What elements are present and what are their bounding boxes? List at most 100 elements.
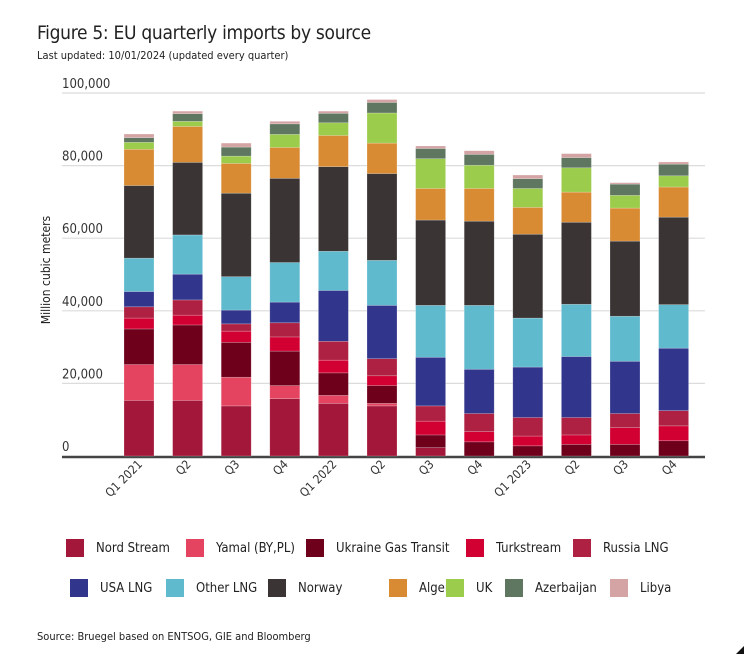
- bar-segment-usa-lng: [366, 305, 398, 360]
- bar-segment-algeria: [658, 186, 689, 218]
- y-tick-label: 100,000: [62, 77, 110, 92]
- bar-segment-libya: [318, 110, 349, 114]
- legend-swatch: [505, 579, 523, 597]
- bar-segment-russia-lng: [220, 323, 252, 332]
- bar-segment-algeria: [220, 163, 252, 194]
- bar-segment-usa-lng: [415, 356, 446, 407]
- bar-segment-nord-stream: [220, 405, 252, 457]
- bar-segment-turkstream: [366, 375, 398, 386]
- bar-segment-algeria: [318, 135, 349, 167]
- bar-segment-yamal-by-pl: [220, 376, 252, 407]
- bar-segment-other-lng: [269, 262, 301, 303]
- x-tick-label: Q4: [270, 457, 291, 478]
- bar-segment-russia-lng: [658, 410, 689, 427]
- resize-handle-icon[interactable]: [736, 646, 744, 654]
- bar-segment-norway: [415, 219, 446, 306]
- bar-segment-nord-stream: [172, 400, 203, 457]
- bar-segment-usa-lng: [318, 290, 349, 342]
- bar-segment-azerbaijan: [220, 146, 252, 157]
- bar-segment-azerbaijan: [512, 178, 544, 189]
- bar-segment-libya: [463, 150, 495, 155]
- bar-segment-norway: [658, 216, 689, 305]
- bar-segment-usa-lng: [658, 347, 689, 411]
- bar-segment-turkstream: [123, 317, 155, 330]
- bar-segment-russia-lng: [609, 413, 641, 428]
- legend-item-turkstream: Turkstream: [466, 538, 561, 558]
- bar-segment-azerbaijan: [463, 154, 495, 166]
- legend-label: Other LNG: [196, 580, 258, 596]
- legend-item-nord-stream: Nord Stream: [66, 538, 170, 558]
- bar-segment-algeria: [609, 207, 641, 242]
- bar-segment-ukraine-gas-transit: [561, 444, 592, 457]
- legend-item-azerbaijan: Azerbaijan: [505, 578, 597, 598]
- bar-segment-ukraine-gas-transit: [366, 385, 398, 404]
- bar-segment-other-lng: [220, 276, 252, 311]
- bar-segment-azerbaijan: [172, 113, 203, 122]
- legend-item-yamal-by-pl: Yamal (BY,PL): [186, 538, 295, 558]
- bar-segment-ukraine-gas-transit: [172, 324, 203, 365]
- bar-segment-azerbaijan: [318, 113, 349, 124]
- x-tick-label: Q4: [659, 457, 680, 478]
- bar-segment-ukraine-gas-transit: [415, 434, 446, 448]
- legend-label: Libya: [640, 580, 672, 596]
- y-tick-label: 40,000: [62, 295, 103, 310]
- x-tick-label: Q1 2023: [491, 457, 534, 500]
- bar-segment-azerbaijan: [609, 183, 641, 196]
- bar-segment-libya: [609, 182, 641, 185]
- bar-segment-ukraine-gas-transit: [123, 328, 155, 365]
- bar-segment-algeria: [269, 147, 301, 179]
- bar-segment-turkstream: [269, 336, 301, 352]
- x-tick-label: Q2: [367, 457, 388, 478]
- legend-label: Ukraine Gas Transit: [336, 540, 450, 556]
- bar-segment-libya: [269, 121, 301, 125]
- bar-segment-norway: [366, 173, 398, 261]
- bar-segment-libya: [561, 153, 592, 158]
- legend-swatch: [389, 579, 407, 597]
- bar-segment-nord-stream: [366, 405, 398, 457]
- bar-segment-uk: [123, 142, 155, 150]
- bar-segment-yamal-by-pl: [366, 403, 398, 407]
- bar-segment-usa-lng: [269, 301, 301, 324]
- bar-segment-russia-lng: [366, 358, 398, 377]
- bar-segment-russia-lng: [463, 413, 495, 432]
- bar-segment-algeria: [463, 188, 495, 222]
- bar-segment-uk: [658, 175, 689, 188]
- bar-segment-turkstream: [609, 427, 641, 445]
- x-tick-label: Q3: [222, 457, 243, 478]
- x-tick-label: Q1 2021: [103, 457, 146, 500]
- bar-segment-yamal-by-pl: [123, 364, 155, 401]
- bar-segment-uk: [609, 195, 641, 209]
- bar-segment-usa-lng: [123, 291, 155, 308]
- bar-segment-other-lng: [561, 303, 592, 357]
- bar-segment-uk: [415, 158, 446, 189]
- bar-segment-uk: [318, 122, 349, 136]
- y-axis-label: Million cubic meters: [39, 215, 53, 324]
- bar-segment-azerbaijan: [561, 157, 592, 169]
- x-tick-label: Q3: [416, 457, 437, 478]
- bar-segment-other-lng: [318, 250, 349, 291]
- legend-swatch: [70, 579, 88, 597]
- legend-item-usa-lng: USA LNG: [70, 578, 152, 598]
- bar-segment-turkstream: [463, 431, 495, 443]
- bar-segment-yamal-by-pl: [318, 395, 349, 404]
- bar-segment-usa-lng: [512, 366, 544, 418]
- y-tick-label: 20,000: [62, 367, 103, 382]
- legend-label: Russia LNG: [603, 540, 669, 556]
- legend-label: Yamal (BY,PL): [216, 540, 295, 556]
- bar-segment-norway: [172, 162, 203, 236]
- bar-segment-other-lng: [366, 260, 398, 306]
- bar-segment-ukraine-gas-transit: [318, 372, 349, 396]
- bar-segment-uk: [512, 188, 544, 208]
- y-tick-label: 80,000: [62, 150, 103, 165]
- legend-label: Turkstream: [496, 540, 562, 556]
- bar-segment-uk: [366, 112, 398, 144]
- bar-segment-norway: [269, 178, 301, 263]
- bar-segment-norway: [561, 221, 592, 305]
- x-tick-label: Q1 2022: [297, 457, 340, 500]
- bar-segment-other-lng: [172, 234, 203, 275]
- legend-item-uk: UK: [446, 578, 492, 598]
- legend-label: Norway: [298, 580, 343, 596]
- bar-segment-libya: [172, 110, 203, 114]
- bar-segment-uk: [269, 134, 301, 148]
